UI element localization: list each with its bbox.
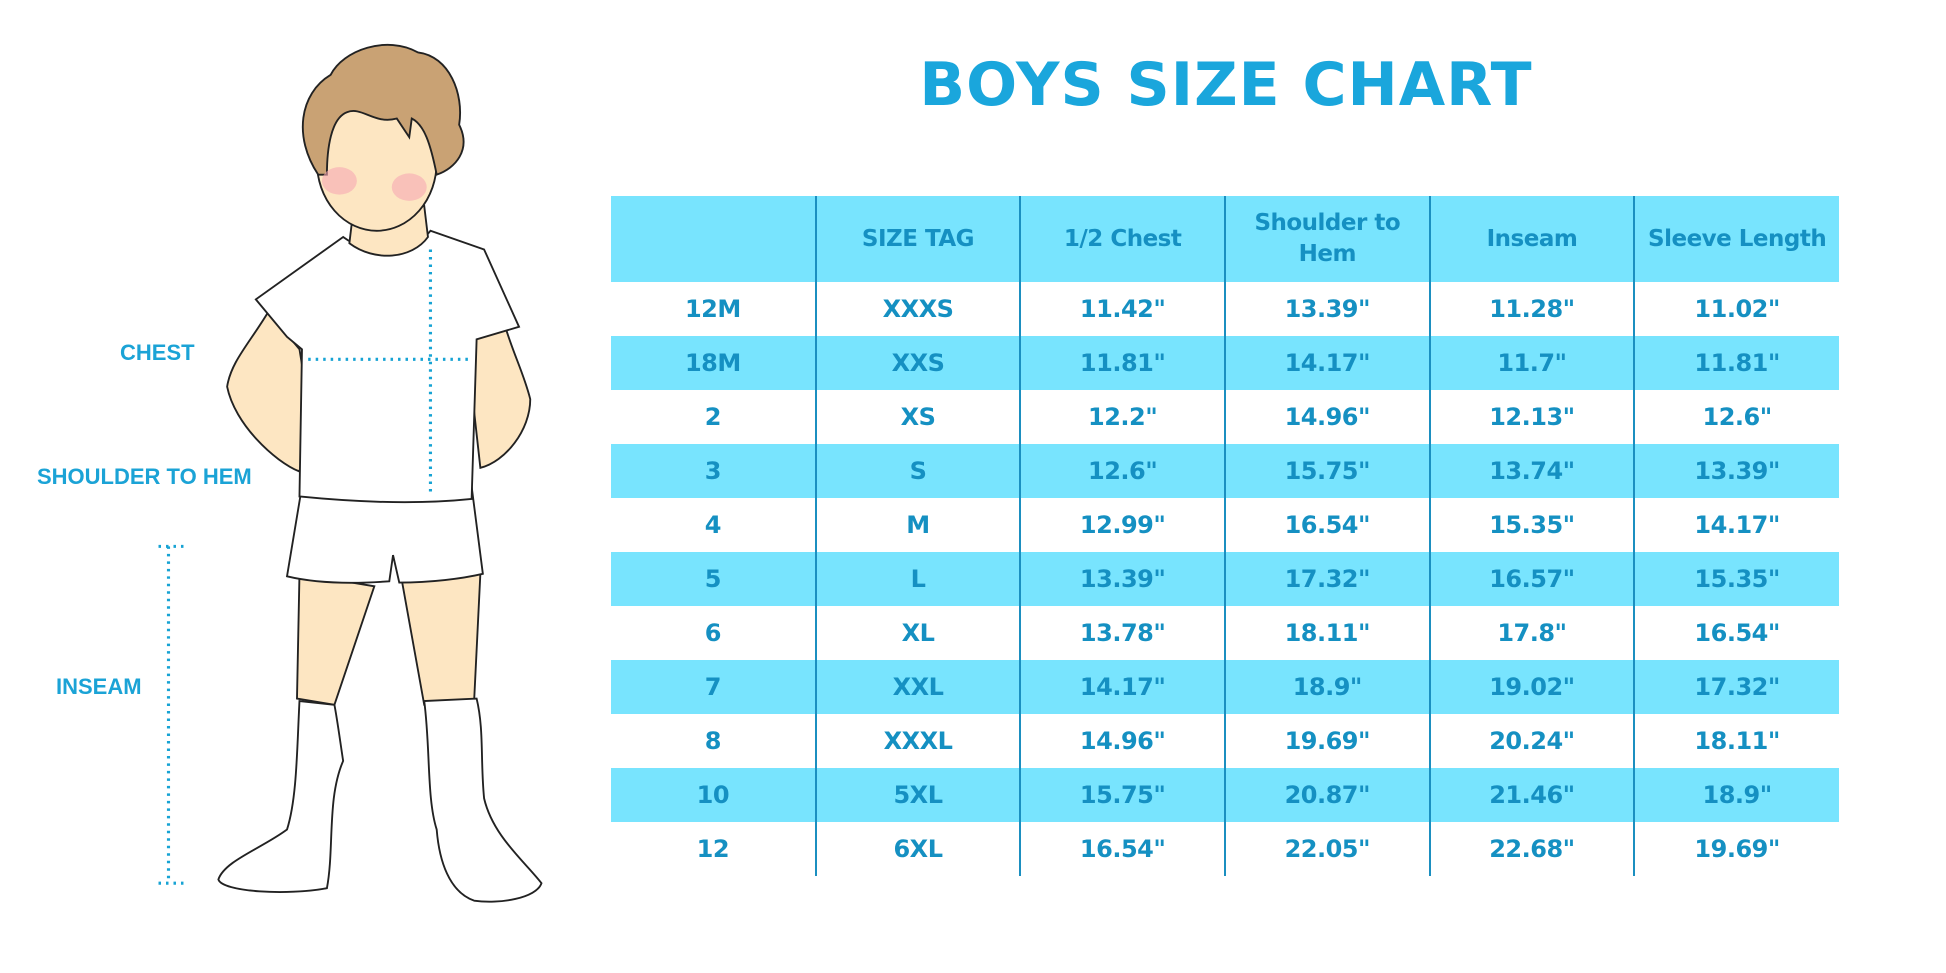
table-row: 10 5XL 15.75" 20.87" 21.46" 18.9" xyxy=(611,768,1839,822)
column-header xyxy=(611,196,816,282)
table-cell: 15.75" xyxy=(1223,444,1430,498)
table-cell: XXL xyxy=(814,660,1021,714)
table-cell: 13.74" xyxy=(1428,444,1635,498)
table-cell: 15.35" xyxy=(1633,552,1839,606)
table-cell: 13.78" xyxy=(1019,606,1225,660)
table-cell: 5 xyxy=(611,552,816,606)
table-cell: 15.35" xyxy=(1428,498,1635,552)
table-cell: L xyxy=(814,552,1021,606)
table-cell: 11.81" xyxy=(1019,336,1225,390)
table-row: 5 L 13.39" 17.32" 16.57" 15.35" xyxy=(611,552,1839,606)
table-cell: 5XL xyxy=(814,768,1021,822)
table-cell: 12M xyxy=(684,295,741,323)
table-cell: 18.11" xyxy=(1633,714,1839,768)
table-cell: XXXL xyxy=(814,714,1021,768)
table-cell: 16.54" xyxy=(1223,498,1430,552)
table-cell: 19.02" xyxy=(1428,660,1635,714)
table-cell: 10 xyxy=(611,768,816,822)
page-title: BOYS SIZE CHART xyxy=(919,50,1533,120)
table-cell: 18.11" xyxy=(1223,606,1430,660)
table-cell: XS xyxy=(814,390,1021,444)
table-cell: 16.57" xyxy=(1428,552,1635,606)
table-row: 12 6XL 16.54" 22.05" 22.68" 19.69" xyxy=(611,822,1839,876)
table-cell: 16.54" xyxy=(1633,606,1839,660)
column-header: Sleeve Length xyxy=(1633,196,1839,282)
table-cell: 12.99" xyxy=(1019,498,1225,552)
table-cell: 12.6" xyxy=(1633,390,1839,444)
table-cell: 3 xyxy=(611,444,816,498)
table-cell: 11.7" xyxy=(1428,336,1635,390)
table-cell: 14.17" xyxy=(1223,336,1430,390)
table-cell: 22.05" xyxy=(1223,822,1430,876)
table-cell: XXXS xyxy=(814,282,1021,336)
table-cell: 11.28" xyxy=(1428,282,1635,336)
table-header-row: SIZE TAG 1/2 Chest Shoulder to Hem Inseam Sl… xyxy=(611,196,1839,282)
shoulder-to-hem-label: SHOULDER TO HEM xyxy=(37,464,252,489)
table-row: 2 XS 12.2" 14.96" 12.13" 12.6" xyxy=(611,390,1839,444)
table-cell: 14.17" xyxy=(1019,660,1225,714)
table-cell: 13.39" xyxy=(1633,444,1839,498)
table-cell: 11.02" xyxy=(1633,282,1839,336)
table-cell: 7 xyxy=(611,660,816,714)
column-header: SIZE TAG xyxy=(814,196,1021,282)
table-cell: 18.9" xyxy=(1633,768,1839,822)
table-cell: 14.96" xyxy=(1019,714,1225,768)
table-cell: 13.39" xyxy=(1223,282,1430,336)
table-cell: 12 xyxy=(696,835,730,863)
boy-figure-illustration xyxy=(158,43,543,903)
table-cell: 4 xyxy=(704,511,722,539)
table-cell: 11.42" xyxy=(1019,282,1225,336)
table-row: 12M XXXS 11.42" 13.39" 11.28" 11.02" xyxy=(611,282,1839,336)
table-row: 7 XXL 14.17" 18.9" 19.02" 17.32" xyxy=(611,660,1839,714)
table-cell: 6 xyxy=(704,619,722,647)
table-cell: 20.87" xyxy=(1223,768,1430,822)
table-cell: 12.6" xyxy=(1019,444,1225,498)
table-cell: 12.2" xyxy=(1019,390,1225,444)
table-cell: M xyxy=(814,498,1021,552)
table-cell: 12.13" xyxy=(1428,390,1635,444)
table-row: 3 S 12.6" 15.75" 13.74" 13.39" xyxy=(611,444,1839,498)
table-cell: 17.8" xyxy=(1428,606,1635,660)
table-row: 18M XXS 11.81" 14.17" 11.7" 11.81" xyxy=(611,336,1839,390)
table-row: 8 XXXL 14.96" 19.69" 20.24" 18.11" xyxy=(611,714,1839,768)
table-cell: 11.81" xyxy=(1633,336,1839,390)
table-row: 6 XL 13.78" 18.11" 17.8" 16.54" xyxy=(611,606,1839,660)
column-header: Shoulder to Hem xyxy=(1223,196,1430,282)
inseam-label: INSEAM xyxy=(56,674,142,699)
table-row: 4 M 12.99" 16.54" 15.35" 14.17" xyxy=(611,498,1839,552)
size-chart-table: SIZE TAG 1/2 Chest Shoulder to Hem Inseam Sl… xyxy=(611,196,1839,876)
table-cell: S xyxy=(814,444,1021,498)
table-cell: XXS xyxy=(814,336,1021,390)
table-cell: 17.32" xyxy=(1223,552,1430,606)
table-cell: 14.96" xyxy=(1223,390,1430,444)
table-cell: 18M xyxy=(611,336,816,390)
table-cell: 8 xyxy=(704,727,722,755)
table-cell: 22.68" xyxy=(1428,822,1635,876)
table-cell: 21.46" xyxy=(1428,768,1635,822)
table-cell: 17.32" xyxy=(1633,660,1839,714)
column-header: 1/2 Chest xyxy=(1019,196,1225,282)
table-cell: 19.69" xyxy=(1223,714,1430,768)
table-cell: 20.24" xyxy=(1428,714,1635,768)
table-cell: 2 xyxy=(704,403,722,431)
table-cell: 19.69" xyxy=(1633,822,1839,876)
chest-label: CHEST xyxy=(120,340,195,365)
table-cell: 15.75" xyxy=(1019,768,1225,822)
table-cell: 6XL xyxy=(814,822,1021,876)
table-cell: 18.9" xyxy=(1223,660,1430,714)
column-header: Inseam xyxy=(1428,196,1635,282)
table-cell: 13.39" xyxy=(1019,552,1225,606)
table-cell: 16.54" xyxy=(1019,822,1225,876)
table-cell: XL xyxy=(814,606,1021,660)
table-cell: 14.17" xyxy=(1633,498,1839,552)
